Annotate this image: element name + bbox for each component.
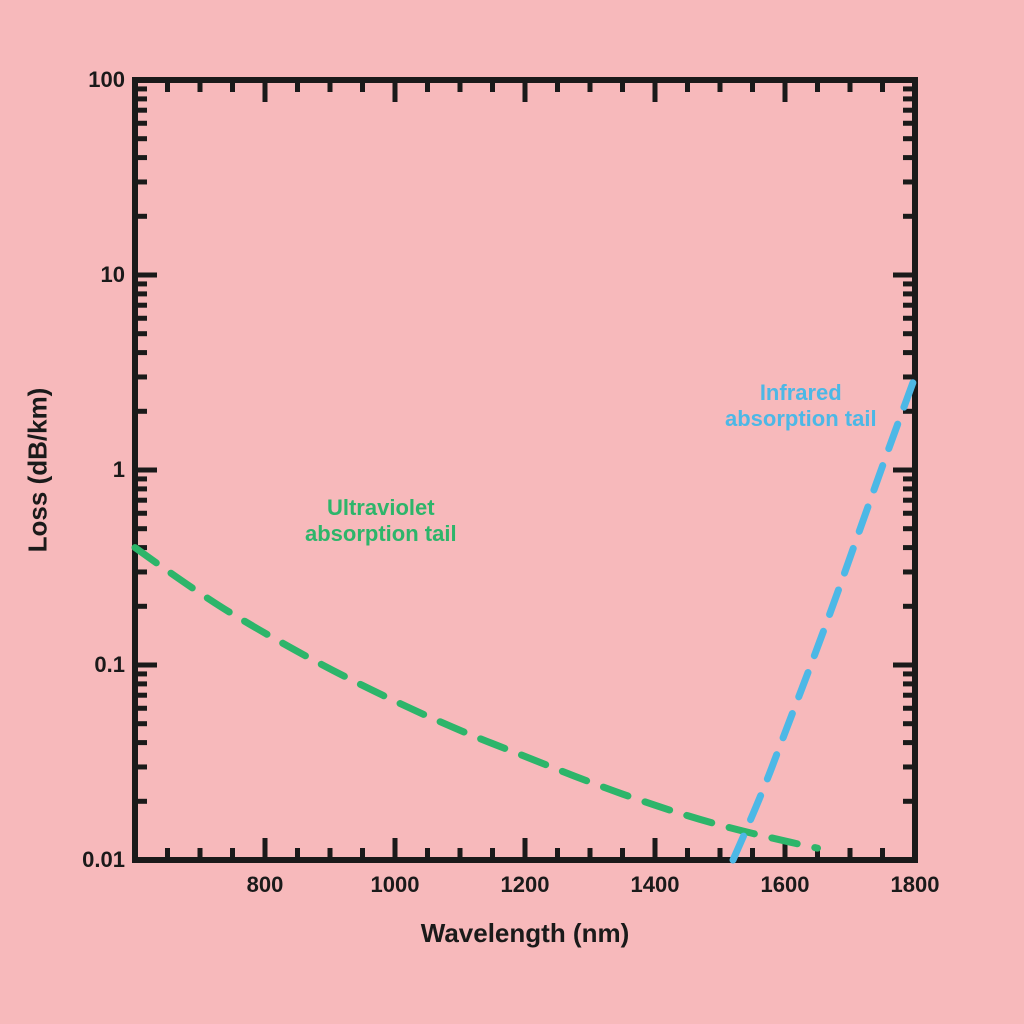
chart-root: 800 1000 1200 1400 1600 1800 0.01 0.1 1 10 100 Wave…	[0, 0, 1024, 1024]
series-label-line: absorption tail	[305, 521, 457, 547]
y-axis-label: Loss (dB/km)	[23, 388, 54, 553]
x-tick-label: 1400	[631, 872, 680, 898]
plot-area	[135, 80, 915, 860]
series-label-ir: Infraredabsorption tail	[725, 380, 877, 433]
y-tick-label: 1	[113, 457, 125, 483]
y-tick-label: 0.01	[82, 847, 125, 873]
y-tick-label: 100	[88, 67, 125, 93]
y-tick-label: 0.1	[94, 652, 125, 678]
chart-svg	[0, 0, 1024, 1024]
x-axis-label: Wavelength (nm)	[421, 918, 629, 949]
x-tick-label: 1000	[371, 872, 420, 898]
x-tick-label: 1200	[501, 872, 550, 898]
x-tick-label: 1800	[891, 872, 940, 898]
series-label-uv: Ultravioletabsorption tail	[305, 495, 457, 548]
x-tick-label: 800	[247, 872, 284, 898]
y-tick-label: 10	[101, 262, 125, 288]
series-label-line: absorption tail	[725, 406, 877, 432]
x-tick-label: 1600	[761, 872, 810, 898]
series-label-line: Infrared	[725, 380, 877, 406]
series-label-line: Ultraviolet	[305, 495, 457, 521]
